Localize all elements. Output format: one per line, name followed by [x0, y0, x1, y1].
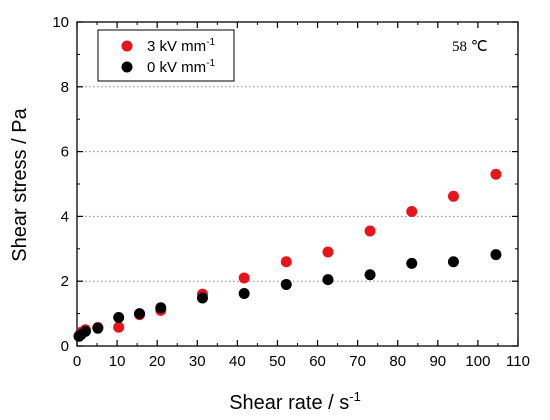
x-tick-label-8: 80 — [389, 353, 406, 370]
y-axis-title: Shear stress / Pa — [9, 107, 31, 261]
point-series0-10 — [322, 246, 334, 258]
point-series1-9 — [280, 278, 292, 290]
series-1 — [73, 249, 502, 342]
x-tick-label-4: 40 — [229, 353, 246, 370]
point-series1-8 — [238, 288, 250, 300]
x-axis-title: Shear rate / s-1 — [229, 389, 361, 414]
x-tick-label-1: 10 — [109, 353, 126, 370]
grid — [77, 86, 518, 282]
point-series1-14 — [490, 249, 502, 261]
y-tick-label-2: 4 — [61, 208, 69, 225]
x-tick-label-2: 20 — [149, 353, 166, 370]
point-series0-4 — [113, 321, 125, 333]
legend-box — [97, 29, 235, 82]
x-tick-label-6: 60 — [309, 353, 326, 370]
point-series0-9 — [280, 256, 292, 268]
temperature-annotation: 58 ℃ — [452, 39, 488, 55]
point-series0-11 — [364, 225, 376, 237]
y-tick-label-3: 6 — [61, 144, 69, 161]
y-tick-label-4: 8 — [61, 79, 69, 96]
axis-ticks: 0 10 20 30 40 50 60 70 80 90 100 110 0 2 4 6 8 10 — [52, 14, 530, 370]
x-tick-label-10: 100 — [465, 353, 490, 370]
x-tick-label-5: 50 — [269, 353, 286, 370]
legend-label-0kv: 0 kV mm-1 — [147, 58, 216, 76]
point-series0-14 — [490, 168, 502, 180]
point-series1-6 — [155, 302, 167, 314]
point-series1-12 — [406, 257, 418, 269]
x-tick-label-3: 30 — [189, 353, 206, 370]
point-series0-12 — [406, 206, 418, 218]
x-axis-title-sup: -1 — [349, 389, 361, 404]
y-tick-label-1: 2 — [61, 273, 69, 290]
point-series1-4 — [113, 311, 125, 323]
x-tick-label-0: 0 — [73, 353, 81, 370]
y-tick-label-0: 0 — [61, 338, 69, 355]
x-axis-title-text: Shear rate / s — [229, 392, 349, 414]
legend-label-3kv-sup: -1 — [206, 37, 215, 48]
legend-marker-0kv — [121, 61, 133, 73]
legend-marker-3kv — [121, 40, 133, 52]
point-series1-2 — [79, 325, 91, 337]
legend-label-3kv-text: 3 kV mm — [147, 38, 206, 55]
x-tick-label-9: 90 — [429, 353, 446, 370]
legend-label-0kv-text: 0 kV mm — [147, 59, 206, 76]
point-series1-7 — [196, 292, 208, 304]
legend: 3 kV mm-1 0 kV mm-1 — [97, 29, 235, 82]
y-tick-label-5: 10 — [52, 14, 69, 31]
legend-label-3kv: 3 kV mm-1 — [147, 37, 216, 55]
point-series1-11 — [364, 269, 376, 281]
legend-label-0kv-sup: -1 — [206, 58, 215, 69]
point-series1-5 — [134, 308, 146, 320]
point-series0-13 — [447, 190, 459, 202]
point-series1-10 — [322, 274, 334, 286]
x-tick-label-11: 110 — [506, 353, 530, 370]
point-series1-13 — [447, 256, 459, 268]
x-tick-label-7: 70 — [349, 353, 366, 370]
point-series1-3 — [92, 322, 104, 334]
point-series0-8 — [238, 272, 250, 284]
data-points — [73, 168, 502, 342]
